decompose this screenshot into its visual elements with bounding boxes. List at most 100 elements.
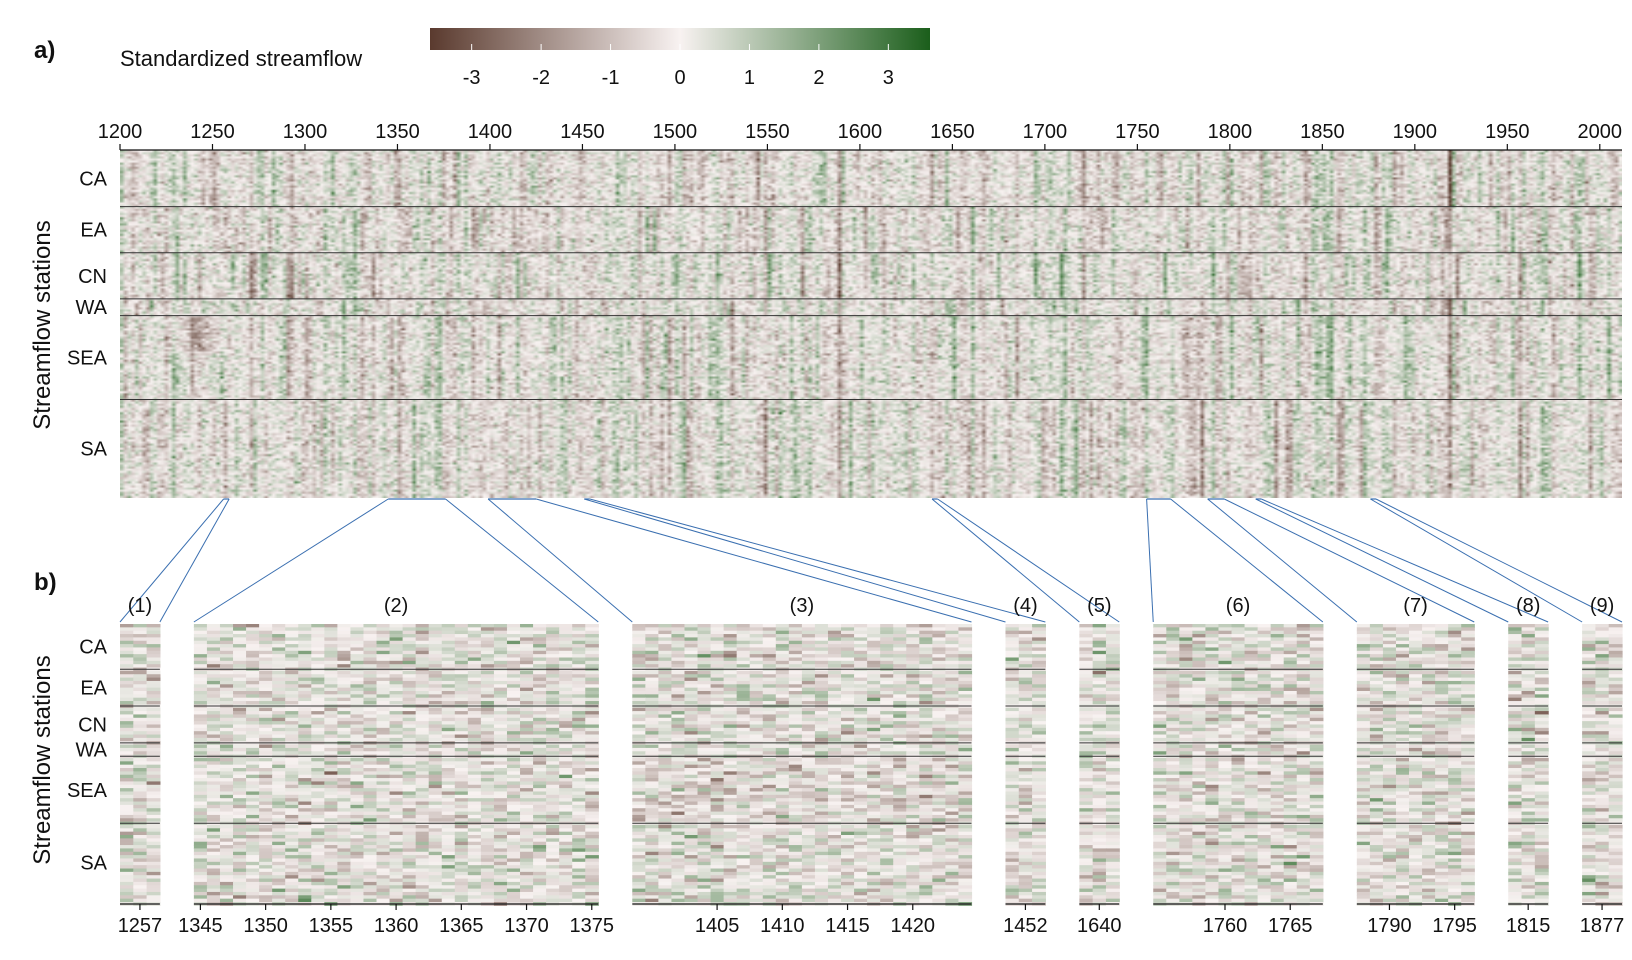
zoom-cell <box>585 791 599 796</box>
zoom-cell <box>932 855 946 860</box>
zoom-cell <box>272 714 286 719</box>
zoom-cell <box>736 664 751 669</box>
zoom-cell <box>520 804 534 809</box>
zoom-cell <box>893 701 907 705</box>
zoom-cell <box>219 778 234 783</box>
zoom-cell <box>559 798 573 803</box>
zoom-cell <box>285 838 299 843</box>
zoom-cell <box>893 838 907 843</box>
zoom-cell <box>363 684 378 689</box>
zoom-cell <box>520 724 534 729</box>
zoom-cell <box>658 644 673 649</box>
zoom-cell <box>324 895 338 900</box>
zoom-cell <box>880 684 894 689</box>
zoom-cell <box>337 881 352 886</box>
zoom-cell <box>932 677 946 682</box>
zoom-cell <box>441 640 456 645</box>
zoom-cell <box>749 650 764 655</box>
zoom-cell <box>428 838 443 843</box>
zoom-cell <box>841 701 855 705</box>
zoom-cell <box>723 808 738 813</box>
zoom-cell <box>827 701 842 705</box>
zoom-cell <box>572 660 586 665</box>
zoom-cell <box>880 714 894 719</box>
zoom-cell <box>762 778 777 783</box>
zoom-cell <box>233 835 247 839</box>
zoom-cell <box>827 630 842 635</box>
zoom-cell <box>146 707 161 712</box>
zoom-cell <box>311 664 325 669</box>
zoom-cell <box>337 851 352 856</box>
zoom-cell <box>350 848 365 853</box>
zoom-cell <box>506 670 521 675</box>
zoom-cell <box>454 637 469 642</box>
zoom-cell <box>389 724 404 729</box>
zoom-cell <box>546 677 560 682</box>
zoom-cell <box>632 654 646 659</box>
zoom-cell <box>658 788 673 793</box>
zoom-cell <box>906 771 920 776</box>
zoom-cell <box>246 774 260 779</box>
zoom-cell <box>710 684 725 689</box>
zoom-cell <box>958 660 973 665</box>
zoom-cell <box>324 657 338 662</box>
zoom-cell <box>350 895 365 900</box>
zoom-cell <box>684 624 699 628</box>
zoom-cell <box>533 881 547 886</box>
zoom-cell <box>827 737 842 742</box>
zoom-cell <box>193 791 208 796</box>
zoom-cell <box>645 788 659 793</box>
zoom-cell <box>133 624 148 628</box>
zoom-cell <box>932 627 946 632</box>
zoom-cell <box>298 781 312 786</box>
zoom-cell <box>376 878 391 883</box>
zoom-cell <box>467 781 482 786</box>
zoom-cell <box>533 868 547 873</box>
zoom-cell <box>298 757 312 762</box>
zoom-cell <box>841 845 855 850</box>
zoom-cell <box>298 761 312 766</box>
zoom-cell <box>350 858 365 863</box>
zoom-cell <box>415 757 430 762</box>
zoom-cell <box>723 734 738 739</box>
zoom-cell <box>854 871 868 876</box>
zoom-cell <box>893 861 907 866</box>
zoom-cell <box>854 624 868 628</box>
zoom-cell <box>854 721 868 726</box>
zoom-cell <box>415 644 430 649</box>
zoom-cell <box>658 757 673 762</box>
zoom-cell <box>919 650 933 655</box>
zoom-cell <box>259 677 273 682</box>
zoom-cell <box>814 690 829 695</box>
zoom-cell <box>506 851 521 856</box>
zoom-cell <box>298 895 312 900</box>
zoom-cell <box>945 660 960 665</box>
zoom-cell <box>246 764 260 769</box>
zoom-cell <box>206 707 221 712</box>
zoom-cell <box>259 640 273 645</box>
zoom-cell <box>585 895 599 900</box>
zoom-cell <box>298 677 312 682</box>
zoom-cell <box>467 878 482 883</box>
zoom-cell <box>919 697 933 702</box>
zoom-cell <box>246 861 260 866</box>
zoom-cell <box>233 711 247 716</box>
zoom-cell <box>762 634 777 638</box>
zoom-cell <box>219 781 234 786</box>
zoom-cell <box>880 771 894 776</box>
zoom-cell <box>671 878 686 883</box>
zoom-cell <box>493 791 508 796</box>
zoom-cell <box>841 624 855 628</box>
zoom-cell <box>233 891 247 896</box>
zoom-cell <box>932 654 946 659</box>
zoom-cell <box>363 898 378 903</box>
zoom-cell <box>684 794 699 799</box>
zoom-cell <box>854 701 868 705</box>
zoom-cell <box>841 831 855 836</box>
zoom-cell <box>206 624 221 628</box>
zoom-cell <box>363 721 378 726</box>
zoom-cell <box>814 851 829 856</box>
zoom-cell <box>493 895 508 900</box>
zoom-cell <box>827 744 842 749</box>
zoom-cell <box>801 818 816 823</box>
